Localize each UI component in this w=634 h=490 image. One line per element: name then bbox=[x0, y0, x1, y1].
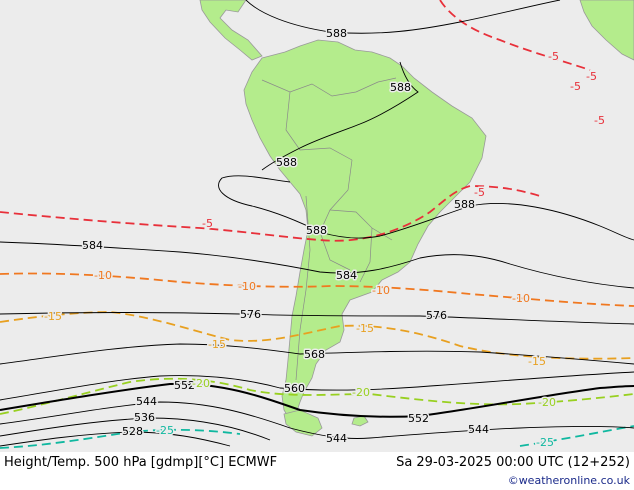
temp-contour-minus10 bbox=[0, 272, 634, 307]
temp-contour-minus5 bbox=[0, 185, 541, 242]
temp-label-minus15: -15 bbox=[356, 322, 374, 335]
temp-label-minus5: -5 bbox=[202, 217, 213, 230]
temp-label-minus20: -20 bbox=[192, 377, 210, 390]
height-label-588: 588 bbox=[276, 156, 297, 169]
temp-label-minus20: -20 bbox=[352, 386, 370, 399]
temp-label-minus15: -15 bbox=[528, 355, 546, 368]
temp-label-minus5: -5 bbox=[594, 114, 605, 127]
height-contour-552 bbox=[0, 382, 634, 418]
temp-contour-minus20 bbox=[0, 377, 634, 415]
height-label-528: 528 bbox=[122, 425, 143, 438]
south-america-landmass bbox=[243, 39, 487, 421]
height-contour-568 bbox=[0, 343, 634, 365]
credit-link[interactable]: ©weatheronline.co.uk bbox=[507, 474, 630, 487]
height-contour-544 bbox=[0, 401, 634, 439]
valid-time: Sa 29-03-2025 00:00 UTC (12+252) bbox=[396, 455, 630, 470]
height-label-568: 568 bbox=[304, 348, 325, 361]
height-contour-588-amazon bbox=[261, 61, 419, 171]
temp-contour-minus5-north bbox=[439, 0, 591, 71]
height-label-584: 584 bbox=[82, 239, 103, 252]
temp-labels: -5 -5 -5 -5 -5 -5 -10 -10 -10 -10 -15 -1… bbox=[43, 49, 607, 451]
temp-label-minus15: -15 bbox=[44, 310, 62, 323]
border-line bbox=[285, 91, 353, 161]
temp-label-minus20: -20 bbox=[538, 396, 556, 409]
height-contour-560 bbox=[0, 371, 634, 401]
border-line bbox=[319, 159, 353, 271]
height-label-544: 544 bbox=[468, 423, 489, 436]
height-labels: 588 588 588 588 588 584 584 576 576 568 … bbox=[81, 26, 491, 447]
weather-map: 588 588 588 588 588 584 584 576 576 568 … bbox=[0, 0, 634, 452]
height-label-560: 560 bbox=[284, 382, 305, 395]
height-contour-584 bbox=[0, 241, 634, 289]
temp-label-minus25: -25 bbox=[156, 424, 174, 437]
central-america-landmass bbox=[199, 0, 263, 61]
falkland-islands bbox=[351, 415, 369, 427]
temp-label-minus10: -10 bbox=[512, 292, 530, 305]
height-label-552: 552 bbox=[174, 379, 195, 392]
height-label-584: 584 bbox=[336, 269, 357, 282]
country-borders bbox=[261, 77, 397, 381]
temp-label-minus5: -5 bbox=[548, 50, 559, 63]
africa-edge-landmass bbox=[579, 0, 634, 61]
height-label-576: 576 bbox=[240, 308, 261, 321]
map-canvas: 588 588 588 588 588 584 584 576 576 568 … bbox=[0, 0, 634, 451]
height-label-544: 544 bbox=[326, 432, 347, 445]
chart-title: Height/Temp. 500 hPa [gdmp][°C] ECMWF bbox=[4, 455, 278, 470]
height-label-552: 552 bbox=[408, 412, 429, 425]
height-label-588: 588 bbox=[454, 198, 475, 211]
temp-label-minus10: -10 bbox=[94, 269, 112, 282]
temp-label-minus5: -5 bbox=[570, 80, 581, 93]
height-contour-588-north bbox=[245, 0, 561, 34]
height-contour-536 bbox=[0, 417, 271, 441]
border-line bbox=[359, 227, 373, 283]
temp-label-minus25: -25 bbox=[536, 436, 554, 449]
temp-label-minus10: -10 bbox=[372, 284, 390, 297]
temp-label-minus5: -5 bbox=[586, 70, 597, 83]
map-footer: Height/Temp. 500 hPa [gdmp][°C] ECMWF Sa… bbox=[0, 452, 634, 490]
height-contour-576 bbox=[0, 312, 634, 325]
height-contour-588-south bbox=[319, 203, 634, 241]
temp-contour-minus25-east bbox=[519, 425, 634, 447]
height-contours bbox=[0, 0, 634, 447]
temp-label-minus5: -5 bbox=[474, 186, 485, 199]
tierra-del-fuego bbox=[283, 409, 323, 437]
land-layer bbox=[199, 0, 634, 437]
height-label-544: 544 bbox=[136, 395, 157, 408]
height-label-588: 588 bbox=[326, 27, 347, 40]
height-contour-528 bbox=[0, 431, 231, 447]
height-label-588: 588 bbox=[390, 81, 411, 94]
height-label-588: 588 bbox=[306, 224, 327, 237]
border-line bbox=[295, 195, 311, 381]
height-label-536: 536 bbox=[134, 411, 155, 424]
temp-label-minus15: -15 bbox=[208, 338, 226, 351]
height-label-576: 576 bbox=[426, 309, 447, 322]
height-contour-588-pacific bbox=[218, 175, 321, 233]
temp-label-minus10: -10 bbox=[238, 280, 256, 293]
